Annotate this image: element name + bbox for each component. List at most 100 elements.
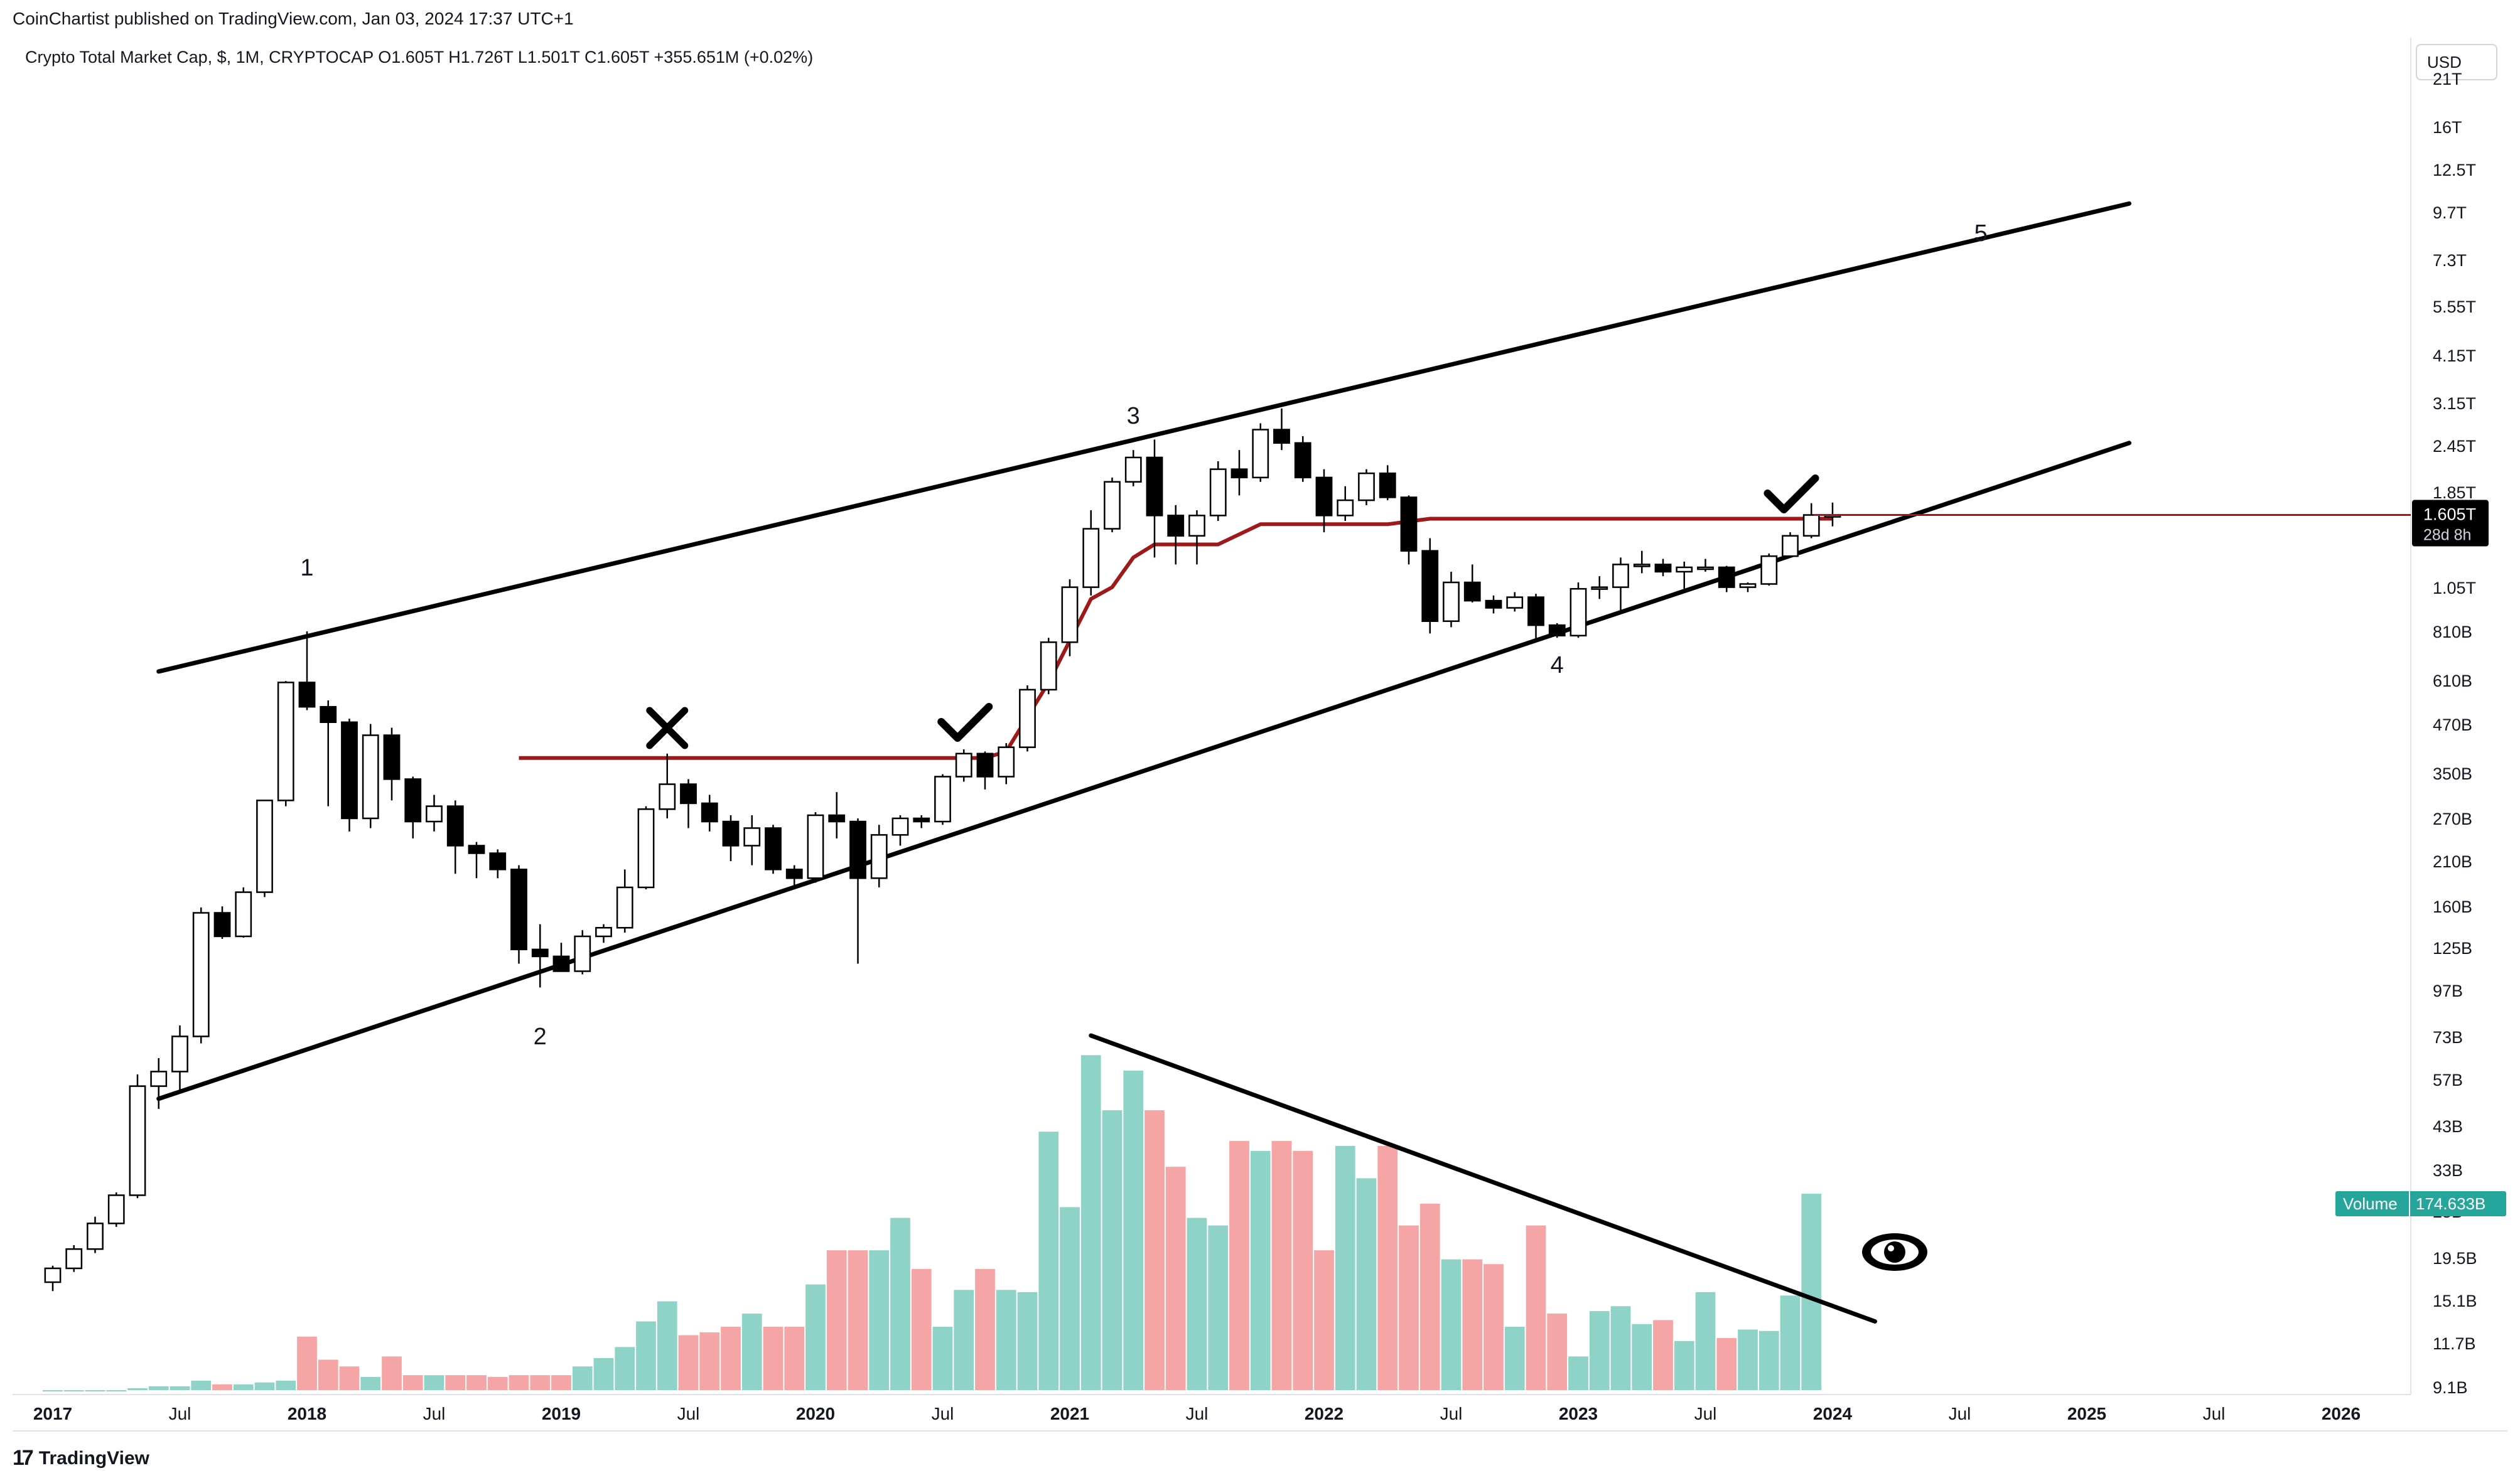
candle-bull bbox=[870, 834, 888, 879]
price-axis-label: 7.3T bbox=[2433, 251, 2467, 270]
volume-bar bbox=[741, 1314, 762, 1390]
axis-frame bbox=[13, 38, 2507, 1432]
candle-bull bbox=[1040, 641, 1057, 691]
candle-bull bbox=[955, 752, 972, 778]
price-axis-label: 3.15T bbox=[2433, 394, 2476, 413]
volume-bar bbox=[1271, 1141, 1292, 1390]
candle-bear bbox=[383, 734, 401, 780]
candle-bull bbox=[743, 827, 761, 847]
candle-bear bbox=[828, 814, 846, 823]
volume-bar bbox=[763, 1327, 783, 1390]
volume-bar bbox=[932, 1327, 953, 1390]
time-axis-label: Jul bbox=[677, 1404, 700, 1423]
candle-bull bbox=[998, 746, 1015, 778]
volume-bar bbox=[1080, 1055, 1101, 1390]
candle-bull bbox=[891, 817, 909, 836]
time-axis-label: 2019 bbox=[542, 1404, 581, 1423]
volume-tag-label: Volume bbox=[2343, 1194, 2398, 1213]
volume-tag bbox=[2335, 1191, 2506, 1217]
trendlines bbox=[156, 201, 2131, 1324]
candle-bull bbox=[1124, 456, 1142, 483]
volume-tag-value: 174.633B bbox=[2416, 1194, 2485, 1213]
volume-bar bbox=[1674, 1341, 1694, 1390]
price-axis-label: 97B bbox=[2433, 982, 2463, 1000]
price-axis-label: 5.55T bbox=[2433, 297, 2476, 316]
volume-bar bbox=[1123, 1070, 1144, 1390]
volume-bar bbox=[276, 1380, 296, 1390]
tradingview-logo[interactable]: 17 TradingView bbox=[13, 1446, 149, 1470]
candle-bear bbox=[320, 705, 337, 724]
volume-bar bbox=[212, 1384, 232, 1390]
volume-bar bbox=[551, 1375, 571, 1390]
candle-bear bbox=[785, 869, 803, 879]
candle-bull bbox=[1506, 596, 1524, 609]
time-axis-label: Jul bbox=[169, 1404, 191, 1423]
volume-bar bbox=[636, 1321, 656, 1390]
candle-bear bbox=[701, 802, 718, 823]
candle-bear bbox=[1463, 581, 1481, 602]
candle-bear bbox=[341, 721, 358, 820]
volume-bar bbox=[1017, 1292, 1038, 1390]
volume-bar bbox=[1314, 1250, 1334, 1390]
volume-bar bbox=[1250, 1150, 1271, 1390]
candle-bull bbox=[277, 682, 294, 801]
candle-bull bbox=[1443, 581, 1460, 623]
price-axis-label: 57B bbox=[2433, 1071, 2463, 1090]
volume-bar bbox=[1716, 1338, 1737, 1390]
volume-bar bbox=[1356, 1178, 1377, 1390]
volume-bar bbox=[509, 1375, 529, 1390]
time-axis-label: Jul bbox=[932, 1404, 954, 1423]
candle-bull bbox=[150, 1071, 168, 1087]
candle-bull bbox=[107, 1194, 125, 1224]
annotations: 1 2 3 4 5 bbox=[300, 220, 1988, 1271]
candle-bear bbox=[1718, 566, 1735, 588]
price-axis-label: 33B bbox=[2433, 1161, 2463, 1180]
check-mark-icon bbox=[937, 703, 993, 742]
price-axis-label: 470B bbox=[2433, 715, 2472, 734]
currency-button[interactable]: USD bbox=[2416, 44, 2497, 80]
volume-bar bbox=[1335, 1145, 1355, 1390]
price-axis-label: 9.7T bbox=[2433, 203, 2467, 222]
candle-bear bbox=[1273, 429, 1290, 444]
candle-bull bbox=[1612, 564, 1629, 588]
candle-bull bbox=[129, 1085, 146, 1196]
candle-bear bbox=[1485, 599, 1502, 609]
volume-bar bbox=[1419, 1203, 1440, 1390]
volume-bar bbox=[148, 1386, 169, 1390]
candle-bull bbox=[1782, 535, 1799, 557]
time-axis-label: Jul bbox=[1694, 1404, 1717, 1423]
volume-bar bbox=[339, 1366, 360, 1390]
price-axis-label: 4.15T bbox=[2433, 346, 2476, 365]
candle-bull bbox=[1188, 515, 1205, 537]
volume-bar bbox=[1632, 1324, 1652, 1390]
volume-bar bbox=[869, 1250, 890, 1390]
candle-bear bbox=[680, 783, 697, 805]
publisher-banner: CoinChartist published on TradingView.co… bbox=[13, 9, 574, 28]
time-axis-label: Jul bbox=[1186, 1404, 1209, 1423]
candle-bull bbox=[1061, 586, 1079, 643]
volume-bar bbox=[890, 1218, 910, 1390]
candle-bear bbox=[446, 805, 464, 847]
candle-bull bbox=[1739, 583, 1757, 588]
volume-bar bbox=[360, 1377, 381, 1390]
volume-bar bbox=[85, 1390, 105, 1391]
volume-bar bbox=[1758, 1331, 1779, 1390]
volume-bar bbox=[1504, 1327, 1525, 1390]
candle-bear bbox=[468, 845, 485, 854]
price-axis-label: 125B bbox=[2433, 939, 2472, 958]
last-price-value: 1.605T bbox=[2423, 505, 2476, 524]
time-axis-label: 2018 bbox=[288, 1404, 326, 1423]
wave-label-5: 5 bbox=[1974, 220, 1988, 247]
eye-pupil bbox=[1884, 1241, 1905, 1263]
time-axis-label: 2020 bbox=[796, 1404, 835, 1423]
tradingview-mark-icon: 17 bbox=[13, 1446, 34, 1470]
volume-resistance-trendline bbox=[1089, 1033, 1877, 1324]
volume-bar bbox=[1144, 1110, 1165, 1390]
candle-bear bbox=[1654, 564, 1672, 573]
volume-bar bbox=[826, 1250, 847, 1390]
candle-bear bbox=[1421, 550, 1439, 623]
price-axis: 21T 16T 12.5T 9.7T 7.3T 5.55T 4.15T 3.15T 2.45T 1… bbox=[1814, 70, 2506, 1397]
candle-bear bbox=[489, 852, 507, 870]
candle-bear bbox=[298, 682, 316, 708]
